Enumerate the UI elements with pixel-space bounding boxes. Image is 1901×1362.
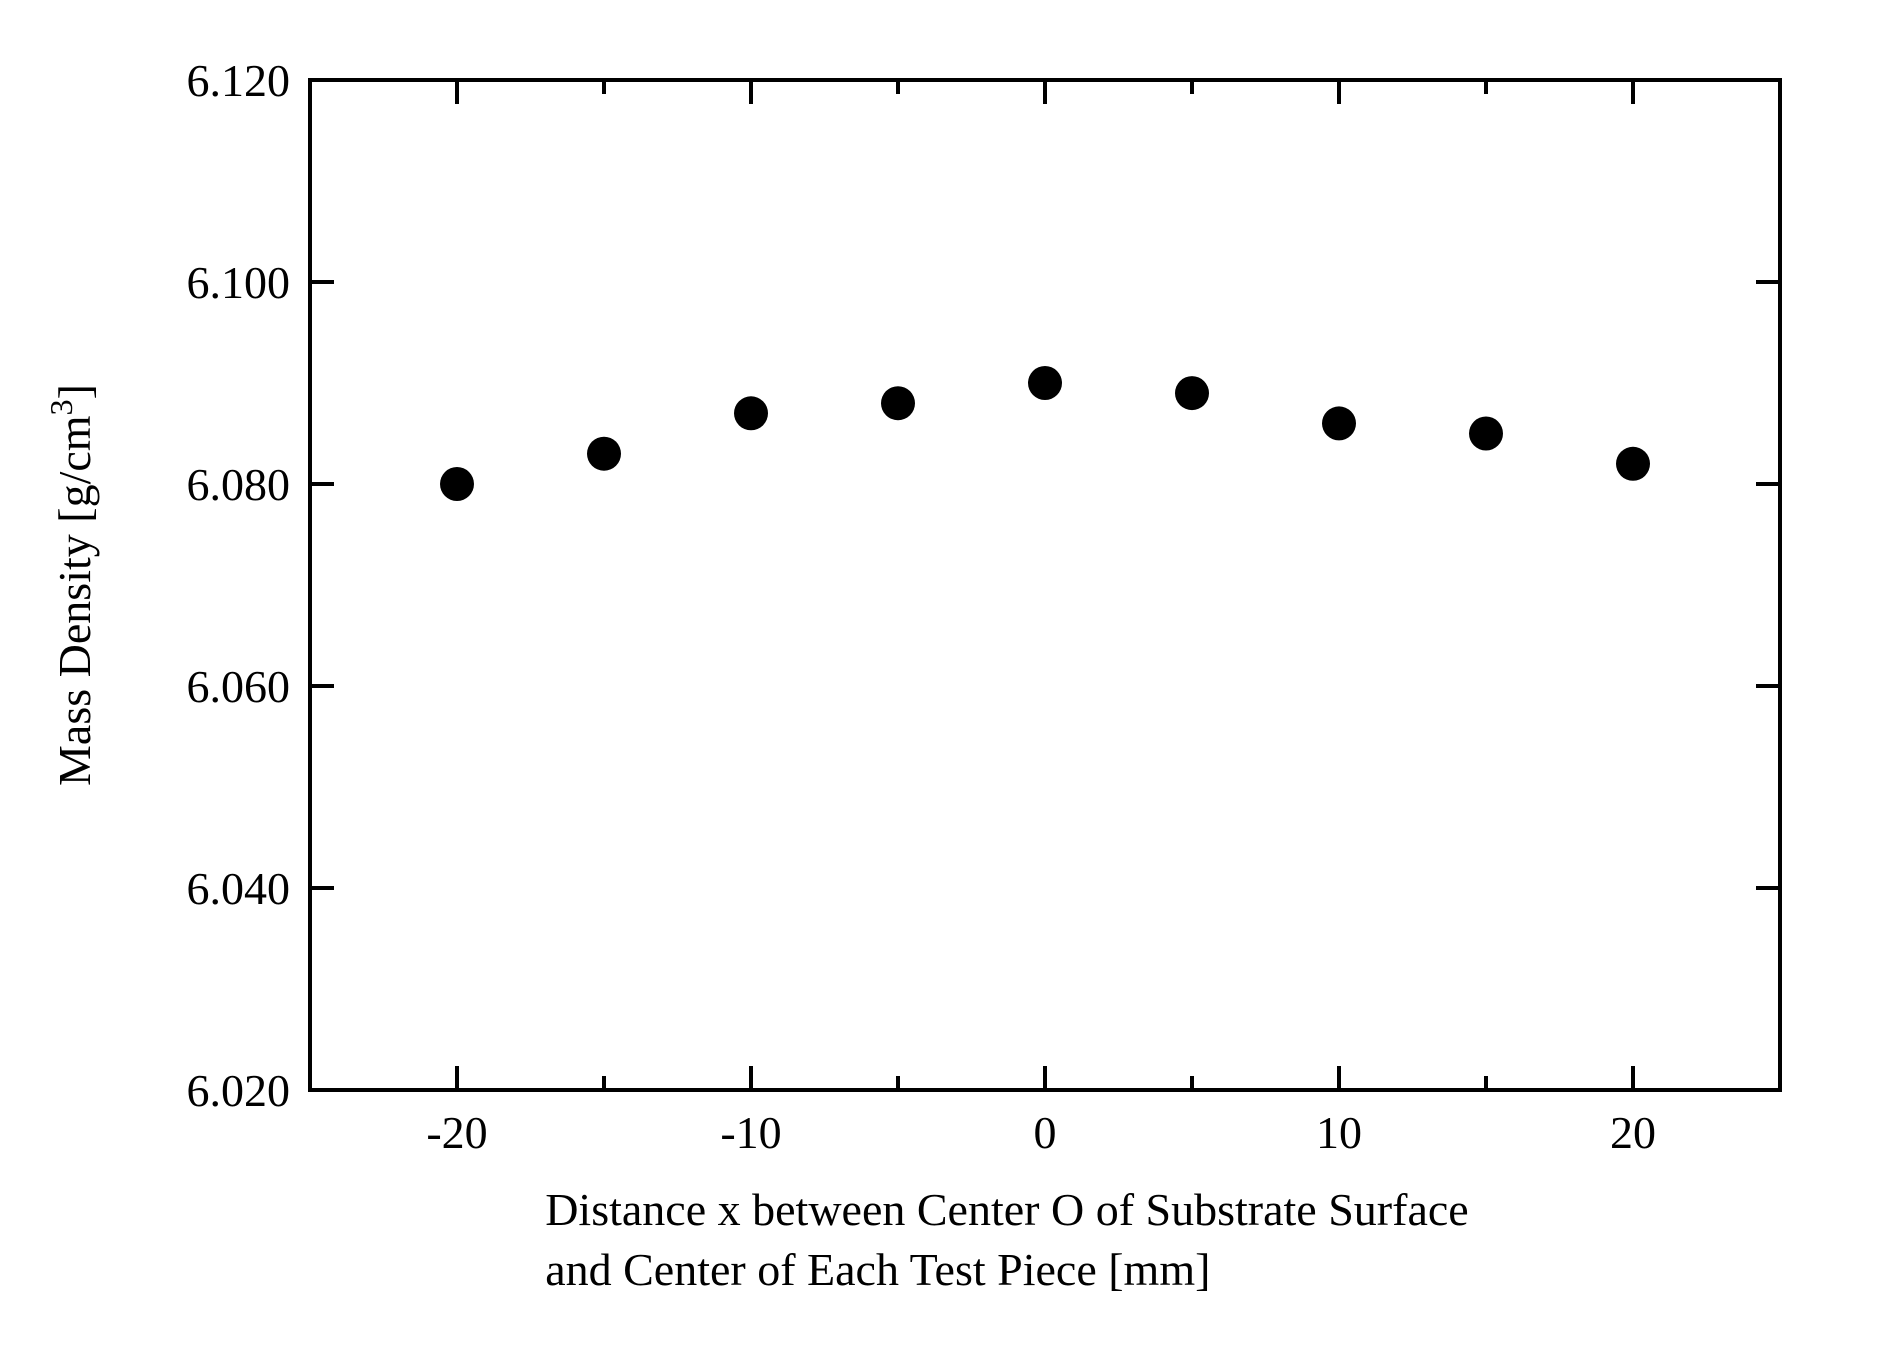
y-tick-label: 6.100 [187,257,291,308]
y-axis-label: Mass Density [g/cm3] [43,384,100,786]
data-point [1616,447,1650,481]
chart-svg: -20 -10 0 10 20 6.020 6.040 6.060 6.080 6.100 6.12… [0,0,1901,1362]
data-point [1028,366,1062,400]
x-tick-label: -20 [426,1107,487,1158]
data-point [1322,406,1356,440]
data-point [734,396,768,430]
y-tick-label: 6.020 [187,1065,291,1116]
x-tick-label: 20 [1610,1107,1656,1158]
y-tick-label: 6.080 [187,459,291,510]
x-axis-label-line2: and Center of Each Test Piece [mm] [545,1244,1210,1295]
data-point [1175,376,1209,410]
data-point [587,437,621,471]
x-tick-label: -10 [720,1107,781,1158]
x-tick-label: 10 [1316,1107,1362,1158]
y-tick-label: 6.060 [187,661,291,712]
scatter-chart: -20 -10 0 10 20 6.020 6.040 6.060 6.080 6.100 6.12… [0,0,1901,1362]
data-point [440,467,474,501]
y-tick-label: 6.040 [187,863,291,914]
x-axis-label-line1: Distance x between Center O of Substrate… [545,1184,1469,1235]
data-point [1469,417,1503,451]
x-tick-label: 0 [1034,1107,1057,1158]
data-point [881,386,915,420]
y-tick-label: 6.120 [187,55,291,106]
